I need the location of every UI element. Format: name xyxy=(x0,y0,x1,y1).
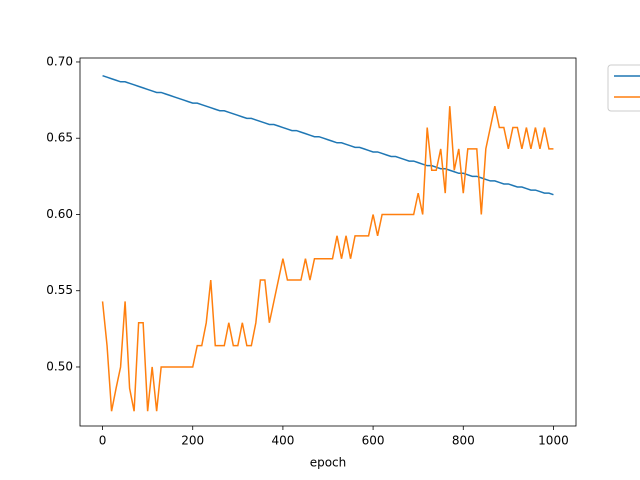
y-tick-label: 0.50 xyxy=(46,359,73,373)
y-tick-label: 0.70 xyxy=(46,54,73,68)
line-series xyxy=(101,106,554,412)
axes-frame xyxy=(79,57,577,427)
x-axis-label: epoch xyxy=(310,456,347,470)
x-tick-label: 600 xyxy=(362,434,385,448)
y-tick-label: 0.55 xyxy=(46,283,73,297)
y-tick-label: 0.65 xyxy=(46,131,73,145)
legend-box xyxy=(607,64,640,112)
x-tick-label: 0 xyxy=(99,434,107,448)
x-tick-label: 400 xyxy=(271,434,294,448)
x-tick-label: 800 xyxy=(452,434,475,448)
x-tick-label: 200 xyxy=(181,434,204,448)
y-tick-label: 0.60 xyxy=(46,207,73,221)
x-tick-label: 1000 xyxy=(538,434,569,448)
line-series xyxy=(102,74,554,196)
